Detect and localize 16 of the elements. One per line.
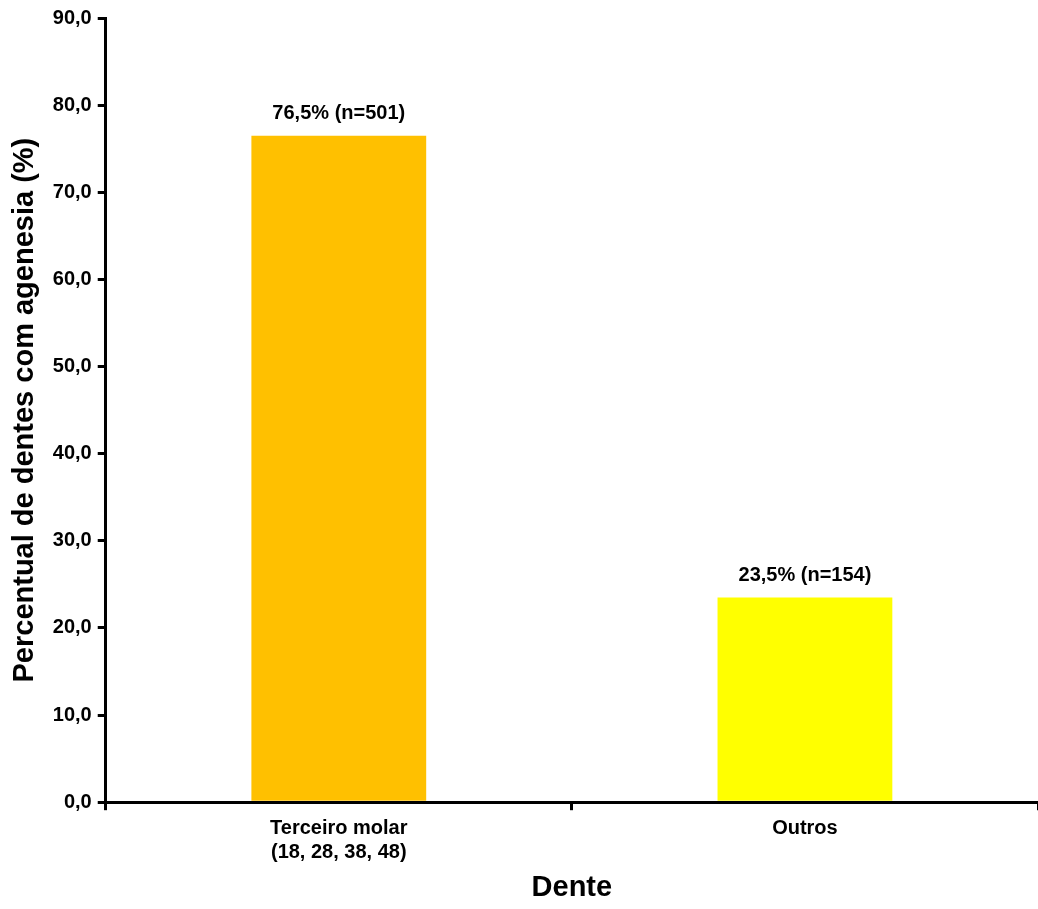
y-tick-label: 20,0	[52, 615, 92, 638]
x-axis-title: Dente	[531, 869, 613, 902]
x-tick-label: Outros	[772, 815, 838, 838]
y-tick-label: 90,0	[52, 5, 92, 28]
y-tick-label: 30,0	[52, 528, 92, 551]
y-tick-label: 40,0	[52, 441, 92, 464]
y-axis-title: Percentual de dentes com agenesia (%)	[7, 137, 40, 683]
data-label: 23,5% (n=154)	[738, 562, 872, 585]
y-tick-label: 50,0	[52, 354, 92, 377]
y-tick-label: 80,0	[52, 92, 92, 115]
y-tick-label: 60,0	[52, 266, 92, 289]
x-tick-label: Terceiro molar (18, 28, 38, 48)	[270, 815, 408, 862]
y-tick-label: 10,0	[52, 702, 92, 725]
data-label: 76,5% (n=501)	[272, 101, 406, 124]
y-tick-label: 70,0	[52, 179, 92, 202]
y-tick-label: 0,0	[63, 789, 92, 812]
